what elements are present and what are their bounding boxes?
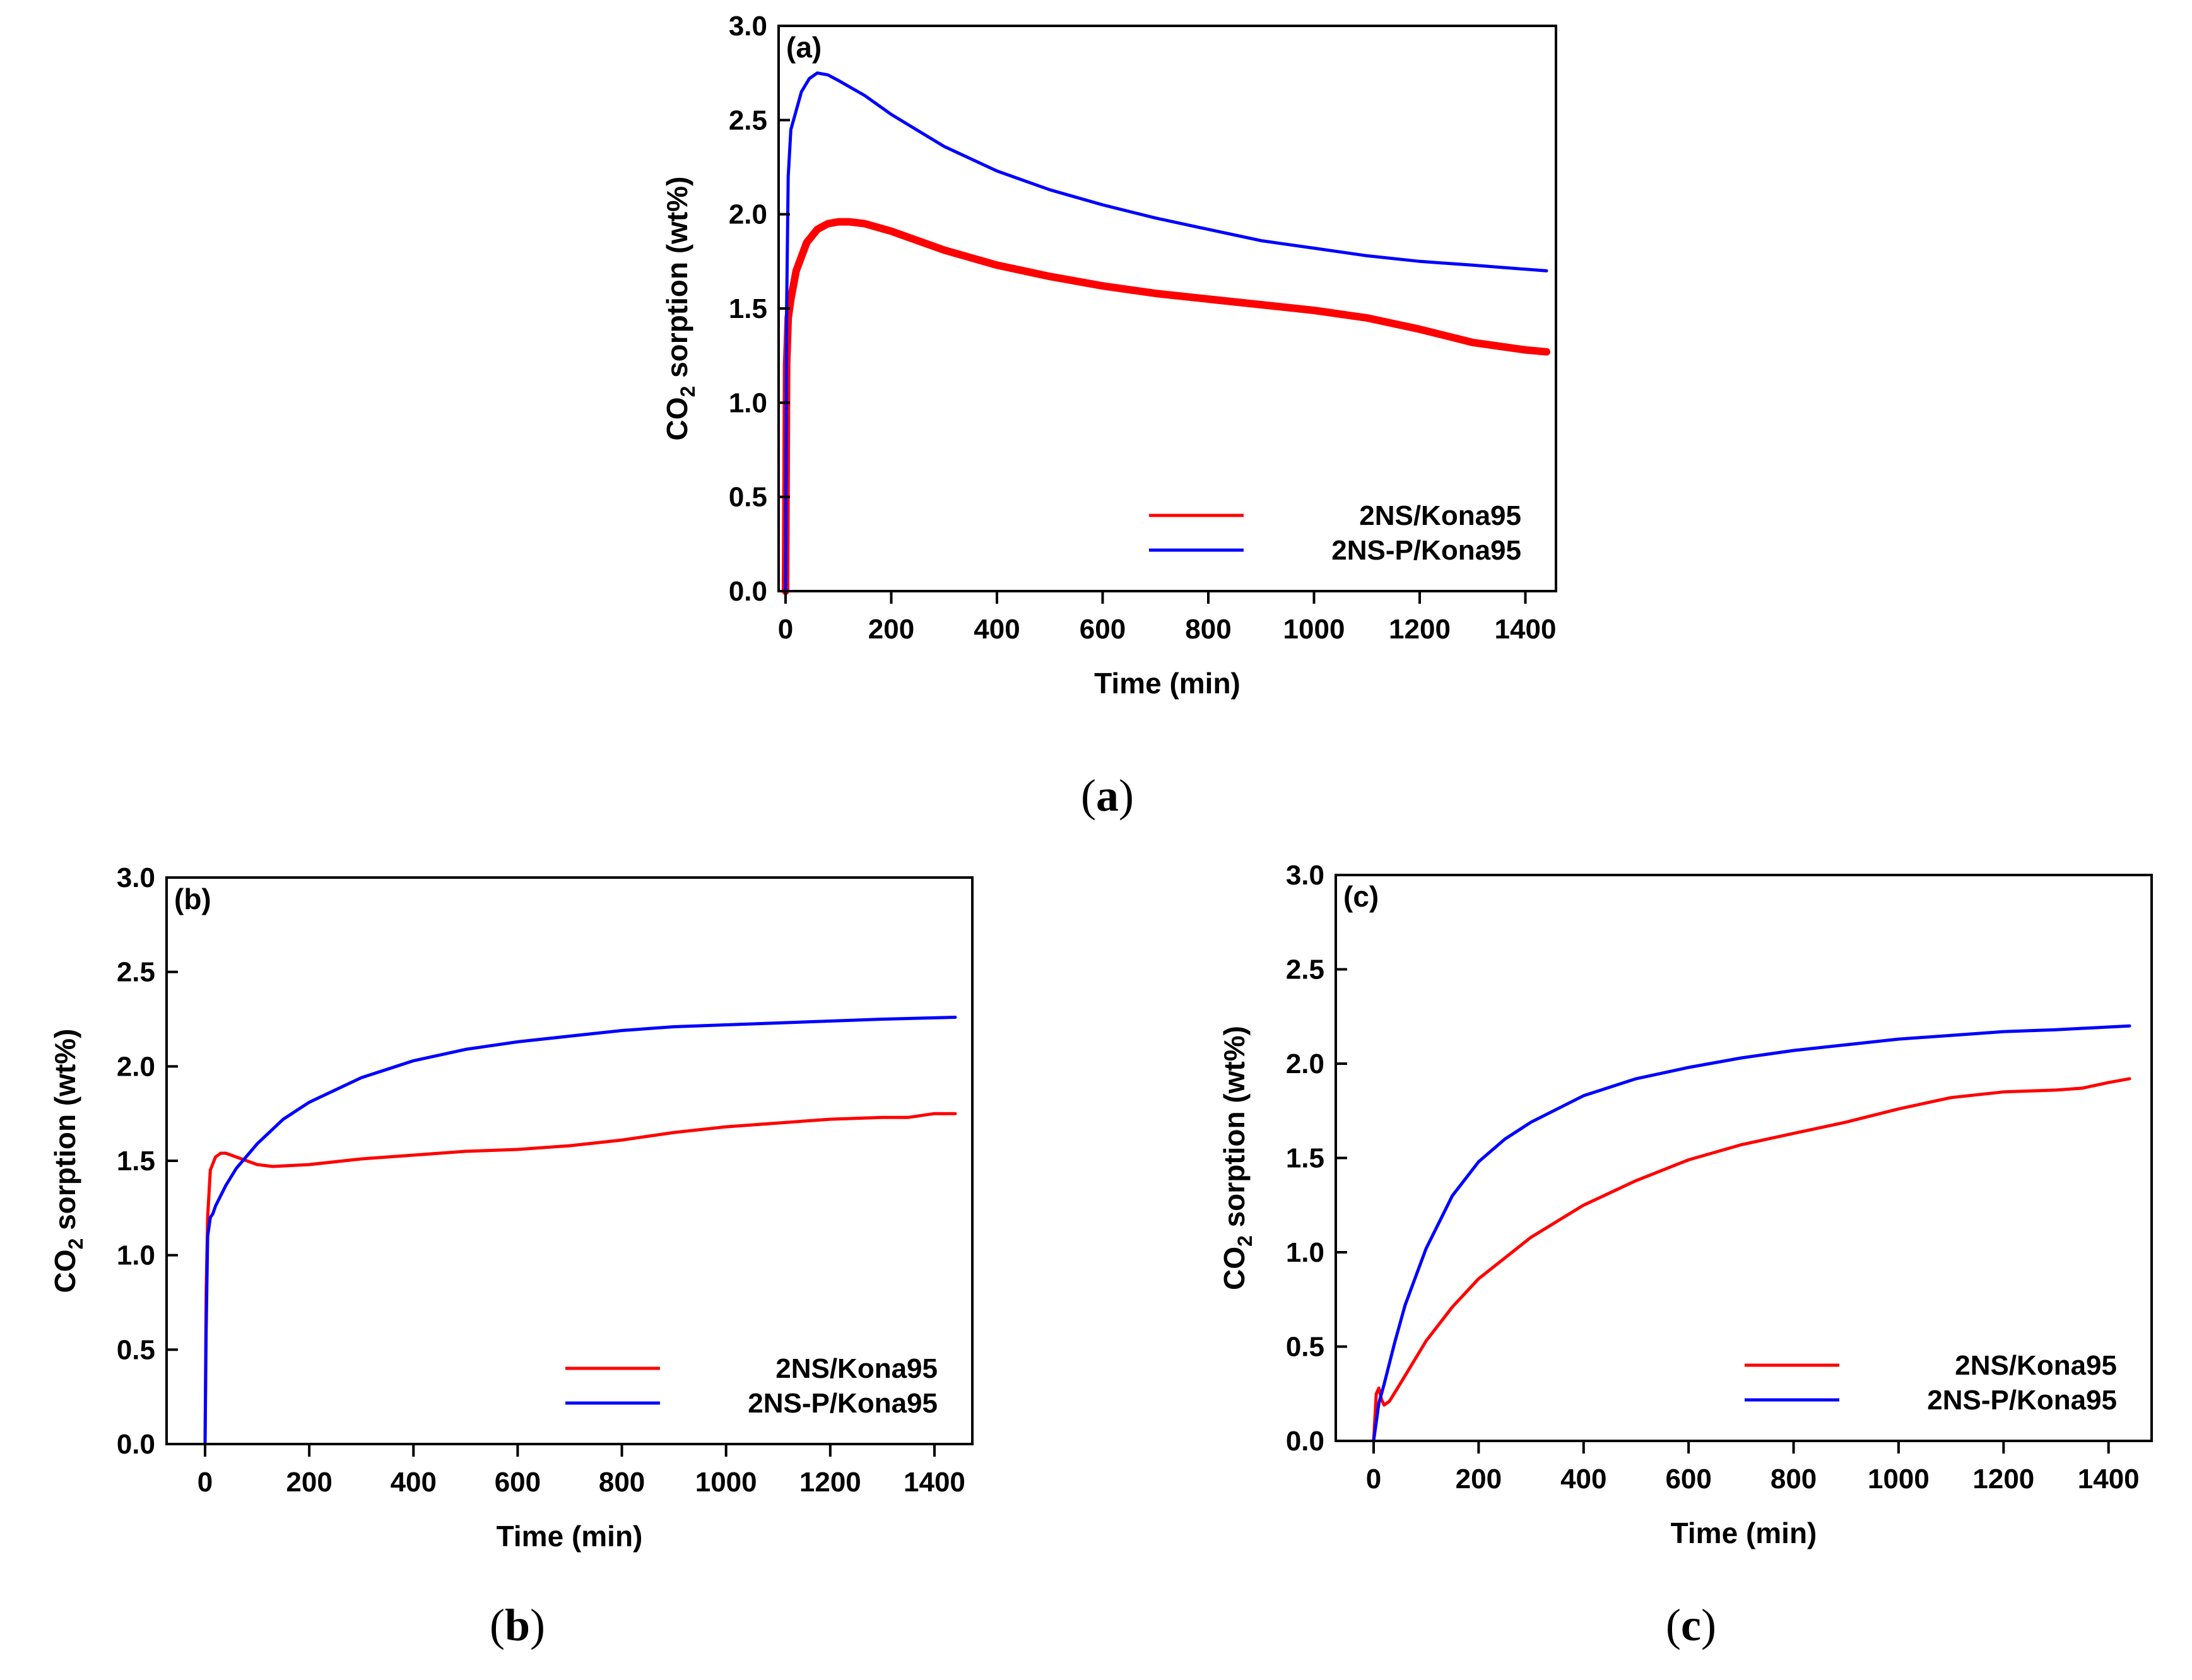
caption-letter: b <box>505 1600 530 1650</box>
x-tick-label: 400 <box>974 614 1020 645</box>
y-axis-title: CO2 sorption (wt%) <box>661 177 699 441</box>
legend-label-2ns: 2NS/Kona95 <box>1955 1350 2117 1381</box>
x-tick-label: 1000 <box>1283 614 1345 645</box>
y-tick-label: 1.5 <box>729 293 767 324</box>
y-tick-label: 2.5 <box>729 105 767 136</box>
series-line-2ns-p <box>1372 1024 2131 1443</box>
caption-close: ) <box>1119 770 1134 821</box>
caption-close: ) <box>530 1600 545 1650</box>
x-tick-label: 1400 <box>1495 614 1557 645</box>
chart-panel-a: 0.0 0.5 1.0 1.5 2.0 2.5 3.0 0 200 400 600 800 1000 12… <box>661 11 1557 700</box>
legend-label-2ns-p: 2NS-P/Kona95 <box>748 1388 938 1419</box>
y-tick-label: 2.5 <box>117 957 155 988</box>
legend-label-2ns-p: 2NS-P/Kona95 <box>1331 535 1521 566</box>
series-line-2ns <box>782 218 1550 595</box>
legend-label-2ns: 2NS/Kona95 <box>1359 500 1521 531</box>
y-tick-label: 1.0 <box>1286 1237 1324 1268</box>
x-tick-label: 800 <box>1771 1464 1817 1495</box>
x-tick-label: 1200 <box>1389 614 1451 645</box>
x-tick-label: 0 <box>197 1467 213 1498</box>
y-axis-title-rest: sorption (wt%) <box>1218 1026 1251 1235</box>
y-tick-label: 2.0 <box>117 1051 155 1082</box>
y-axis-title: CO2 sorption (wt%) <box>49 1029 87 1293</box>
x-tick-label: 400 <box>1560 1464 1606 1495</box>
x-tick-label: 0 <box>1366 1464 1381 1495</box>
y-tick-label: 3.0 <box>1286 860 1324 891</box>
x-tick-label: 600 <box>495 1467 541 1498</box>
x-tick-label: 1200 <box>1972 1464 2034 1495</box>
panel-tag: (b) <box>174 883 211 915</box>
legend-label-2ns-p: 2NS-P/Kona95 <box>1927 1385 2117 1416</box>
panel-caption-c: (c) <box>1666 1600 1716 1650</box>
caption-open: ( <box>1666 1600 1681 1650</box>
y-axis-title-co: CO <box>661 397 693 440</box>
panel-caption-a: (a) <box>1081 770 1134 821</box>
x-tick-label: 1200 <box>799 1467 861 1498</box>
y-axis-title-subscript: 2 <box>64 1238 87 1250</box>
y-axis-title-co: CO <box>49 1249 81 1293</box>
x-tick-label: 800 <box>1185 614 1231 645</box>
y-tick-label: 2.0 <box>729 199 767 230</box>
chart-panel-c: 0.0 0.5 1.0 1.5 2.0 2.5 3.0 0 200 400 600 800 1000 12… <box>1218 860 2153 1549</box>
y-tick-label: 0.5 <box>1286 1332 1324 1363</box>
chart-panel-b: 0.0 0.5 1.0 1.5 2.0 2.5 3.0 0 200 400 600 800 1000 12… <box>49 862 974 1553</box>
y-axis-title-rest: sorption (wt%) <box>49 1029 81 1238</box>
x-tick-label: 1400 <box>2078 1464 2140 1495</box>
y-tick-label: 0.0 <box>729 576 767 607</box>
y-tick-label: 1.5 <box>1286 1143 1324 1174</box>
y-axis-title-subscript: 2 <box>1234 1235 1256 1247</box>
y-tick-label: 1.0 <box>729 387 767 418</box>
caption-letter: a <box>1096 770 1119 821</box>
y-axis-title: CO2 sorption (wt%) <box>1218 1026 1256 1290</box>
x-tick-label: 200 <box>286 1467 332 1498</box>
legend-label-2ns: 2NS/Kona95 <box>775 1353 938 1384</box>
x-tick-label: 600 <box>1080 614 1126 645</box>
x-axis-title: Time (min) <box>1094 667 1240 700</box>
y-tick-label: 3.0 <box>117 862 155 893</box>
panel-tag: (a) <box>786 31 822 64</box>
y-axis-title-rest: sorption (wt%) <box>661 177 693 386</box>
y-tick-label: 2.5 <box>1286 955 1324 985</box>
y-tick-label: 1.0 <box>117 1240 155 1271</box>
x-tick-label: 1000 <box>695 1467 757 1498</box>
x-tick-label: 200 <box>1456 1464 1502 1495</box>
y-tick-label: 0.5 <box>729 482 767 513</box>
series-line-2ns <box>203 1112 957 1446</box>
x-axis-title: Time (min) <box>1671 1517 1817 1549</box>
x-tick-label: 800 <box>599 1467 645 1498</box>
x-tick-label: 1400 <box>904 1467 965 1498</box>
y-axis-title-subscript: 2 <box>676 386 699 397</box>
panel-tag: (c) <box>1343 880 1379 913</box>
y-tick-label: 0.5 <box>117 1334 155 1365</box>
x-tick-label: 0 <box>778 614 793 645</box>
y-tick-label: 0.0 <box>117 1429 155 1460</box>
y-tick-label: 1.5 <box>117 1146 155 1177</box>
series-line-2ns-p <box>203 1016 957 1446</box>
caption-open: ( <box>490 1600 505 1650</box>
series-line-2ns-p <box>784 71 1548 593</box>
y-axis-title-co: CO <box>1218 1247 1251 1290</box>
y-tick-label: 3.0 <box>729 11 767 42</box>
x-tick-label: 600 <box>1665 1464 1711 1495</box>
x-tick-label: 200 <box>868 614 914 645</box>
panel-caption-b: (b) <box>490 1600 545 1650</box>
x-tick-label: 1000 <box>1868 1464 1930 1495</box>
caption-letter: c <box>1681 1600 1701 1650</box>
y-tick-label: 0.0 <box>1286 1426 1324 1457</box>
x-axis-title: Time (min) <box>497 1520 643 1553</box>
caption-close: ) <box>1701 1600 1716 1650</box>
x-tick-label: 400 <box>391 1467 437 1498</box>
y-tick-label: 2.0 <box>1286 1049 1324 1079</box>
caption-open: ( <box>1081 770 1096 821</box>
